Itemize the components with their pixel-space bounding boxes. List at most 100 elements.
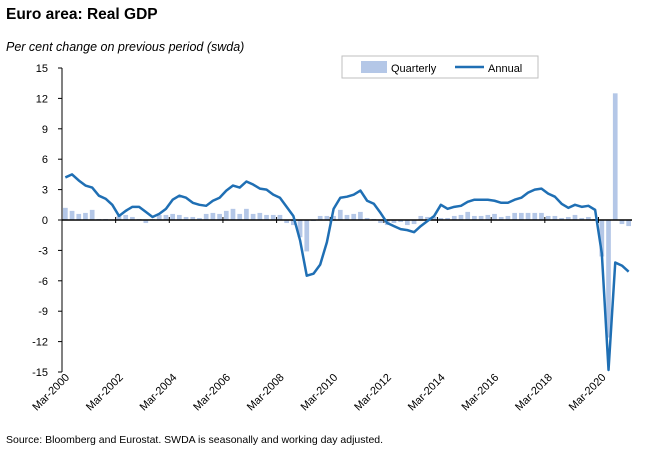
quarterly-bar	[190, 216, 196, 220]
y-tick-label: 6	[42, 154, 48, 166]
quarterly-bar	[572, 214, 578, 220]
quarterly-bar	[116, 215, 122, 220]
quarterly-bar	[76, 213, 82, 220]
quarterly-bar	[626, 220, 631, 227]
quarterly-bar	[304, 220, 310, 252]
quarterly-bar	[458, 214, 464, 220]
quarterly-bar	[210, 212, 216, 220]
quarterly-bar	[123, 214, 129, 220]
legend-annual-label: Annual	[488, 63, 522, 75]
quarterly-bar	[599, 220, 605, 257]
quarterly-bar	[63, 207, 68, 220]
y-tick-label: -12	[32, 337, 48, 349]
quarterly-bar	[89, 209, 95, 220]
y-tick-label: 0	[42, 215, 48, 227]
legend-box	[341, 55, 539, 79]
quarterly-bar	[291, 220, 296, 226]
quarterly-bar	[264, 214, 269, 220]
quarterly-bar	[498, 216, 504, 220]
x-tick-label: Mar-2004	[138, 372, 180, 414]
quarterly-bar	[478, 215, 484, 220]
quarterly-bar	[586, 216, 591, 220]
quarterly-bar	[552, 215, 558, 220]
quarterly-bar	[163, 214, 169, 220]
quarterly-bar	[606, 220, 611, 338]
quarterly-bar	[364, 217, 370, 220]
quarterly-bar	[237, 213, 243, 220]
y-tick-label: 12	[36, 93, 48, 105]
x-axis-ticks: Mar-2000 Mar-2002 Mar-2004 Mar-2006 Mar-2008…	[30, 217, 609, 414]
legend-quarterly-label: Quarterly	[391, 63, 437, 75]
quarterly-bar	[317, 215, 323, 220]
quarterly-bar	[250, 213, 256, 220]
quarterly-bar	[438, 217, 444, 220]
legend-quarterly-swatch	[361, 61, 387, 73]
quarterly-bar	[344, 214, 350, 220]
quarterly-bar	[405, 220, 410, 226]
quarterly-bar	[156, 214, 162, 220]
quarterly-bar	[324, 215, 330, 220]
quarterly-bar	[445, 217, 450, 220]
quarterly-bar	[612, 93, 618, 220]
quarterly-bar	[203, 213, 209, 220]
quarterly-bar	[485, 214, 491, 220]
quarterly-bar	[512, 212, 517, 220]
quarterly-bar	[545, 215, 551, 220]
quarterly-bar	[170, 213, 175, 220]
quarterly-bars	[63, 93, 631, 338]
quarterly-bar	[559, 217, 564, 220]
quarterly-bar	[337, 209, 343, 220]
quarterly-bar	[183, 216, 189, 220]
y-tick-label: 9	[42, 124, 48, 136]
y-tick-label: -15	[32, 367, 48, 379]
quarterly-bar	[565, 216, 571, 220]
quarterly-bar	[297, 220, 303, 238]
quarterly-bar	[130, 216, 135, 220]
x-tick-label: Mar-2014	[406, 372, 448, 414]
quarterly-bar	[197, 217, 202, 220]
quarterly-bar	[451, 215, 457, 220]
quarterly-bar	[270, 214, 276, 220]
quarterly-bar	[505, 215, 511, 220]
y-tick-label: -3	[38, 245, 48, 257]
quarterly-bar	[284, 220, 289, 224]
x-tick-label: Mar-2012	[352, 372, 394, 414]
quarterly-bar	[244, 208, 249, 220]
quarterly-bar	[83, 212, 88, 220]
y-tick-label: 15	[36, 63, 48, 75]
y-axis-ticks: 15 12 9 6 3 0 -3 -6 -9 -12 -15	[32, 63, 62, 379]
quarterly-bar	[418, 215, 424, 220]
quarterly-bar	[579, 217, 585, 220]
y-tick-label: -9	[38, 306, 48, 318]
x-tick-label: Mar-2010	[299, 372, 341, 414]
quarterly-bar	[69, 210, 75, 220]
quarterly-bar	[177, 214, 182, 220]
quarterly-bar	[411, 220, 417, 225]
annual-series-line	[64, 173, 630, 372]
x-tick-label: Mar-2020	[567, 372, 609, 414]
quarterly-bar	[465, 211, 471, 220]
quarterly-bar	[472, 215, 477, 220]
x-tick-label: Mar-2018	[513, 372, 555, 414]
quarterly-bar	[351, 213, 357, 220]
quarterly-bar	[223, 210, 229, 220]
chart-subtitle: Per cent change on previous period (swda…	[6, 40, 245, 54]
quarterly-bar	[378, 220, 383, 224]
quarterly-bar	[277, 214, 283, 220]
x-tick-label: Mar-2008	[245, 372, 287, 414]
quarterly-bar	[398, 220, 403, 223]
quarterly-bar	[525, 212, 531, 220]
quarterly-bar	[519, 212, 524, 220]
x-tick-label: Mar-2016	[460, 372, 502, 414]
quarterly-bar	[230, 208, 236, 220]
quarterly-bar	[391, 220, 397, 224]
x-tick-label: Mar-2006	[191, 372, 233, 414]
quarterly-bar	[358, 211, 363, 220]
quarterly-bar	[492, 213, 497, 220]
quarterly-bar	[431, 216, 437, 220]
y-tick-label: -6	[38, 276, 48, 288]
quarterly-bar	[257, 212, 263, 220]
source-note: Source: Bloomberg and Eurostat. SWDA is …	[6, 434, 384, 446]
quarterly-bar	[425, 216, 430, 220]
